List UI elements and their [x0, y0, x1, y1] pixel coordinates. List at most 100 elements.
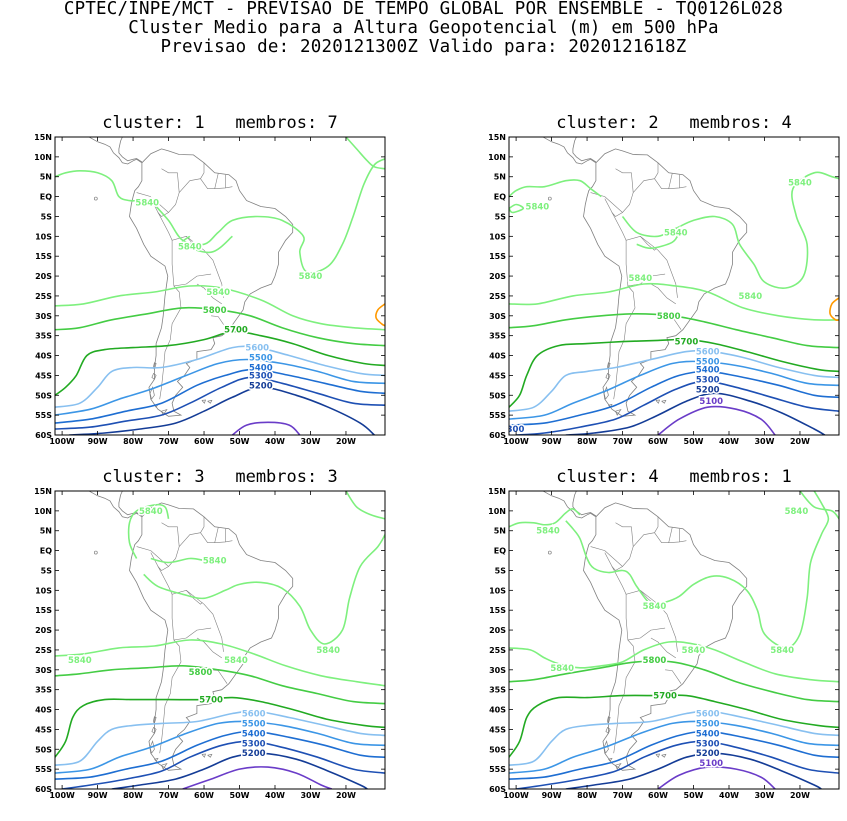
lon-label: 80W: [123, 437, 143, 446]
lat-label: 60S: [35, 785, 52, 794]
figure-header: CPTEC/INPE/MCT - PREVISAO DE TEMPO GLOBA…: [0, 0, 847, 57]
contour-line: [182, 766, 333, 789]
country-border: [200, 532, 233, 543]
country-border: [590, 546, 634, 567]
contour-line: [509, 694, 839, 758]
lat-label: 30S: [35, 312, 52, 321]
contour-label: 5300: [249, 371, 273, 381]
contour-label: 5700: [653, 692, 677, 702]
contour-label: 5840: [738, 292, 762, 302]
lon-label: 40W: [265, 437, 285, 446]
island-outline: [608, 403, 613, 408]
contour-label: 5840: [664, 228, 688, 238]
contour-line: [55, 730, 385, 780]
island-outline: [603, 740, 609, 754]
island-outline: [149, 386, 155, 400]
island-outline: [201, 753, 207, 758]
contour-line: [55, 368, 385, 424]
lon-label: 40W: [719, 791, 739, 800]
lat-label: 45S: [35, 371, 52, 380]
lon-label: 60W: [194, 791, 214, 800]
coastline-central-america: [542, 491, 597, 519]
map-area: 5840 5840 5840 5840 5800 5700 5600550054005300…: [55, 137, 385, 435]
contour-line: [509, 338, 839, 408]
contour-line: [515, 740, 839, 789]
contour-label: 5840: [682, 646, 706, 656]
lon-label: 100W: [49, 437, 75, 446]
lon-label: 30W: [300, 791, 320, 800]
country-border: [615, 168, 634, 193]
lat-label: 10S: [489, 232, 506, 241]
lat-label: 60S: [489, 785, 506, 794]
contour-line: [153, 158, 385, 274]
lat-label: 45S: [489, 371, 506, 380]
contour-label: 5500: [249, 354, 273, 364]
island-outline: [655, 399, 661, 404]
contour-line: [55, 306, 385, 347]
coastline-central-america: [88, 137, 143, 165]
country-border: [625, 594, 666, 641]
lat-label: 55S: [35, 765, 52, 774]
lat-label: 5N: [494, 173, 506, 182]
lat-label: 50S: [35, 391, 52, 400]
contour-label: 5600: [696, 348, 720, 358]
country-border: [650, 637, 676, 659]
country-border: [157, 212, 169, 217]
lon-label: 20W: [790, 791, 810, 800]
lat-label: 60S: [35, 431, 52, 440]
lat-label: 15N: [488, 133, 506, 142]
lat-label: 5S: [495, 212, 507, 221]
island-outline: [655, 753, 661, 758]
country-border: [604, 198, 678, 298]
contour-line: [565, 491, 830, 649]
lat-label: 15S: [35, 606, 52, 615]
country-border: [611, 566, 623, 571]
lat-label: 40S: [489, 706, 506, 715]
contour-line: [55, 664, 385, 705]
country-border: [214, 173, 219, 189]
country-border: [650, 283, 676, 305]
lat-label: EQ: [494, 193, 506, 202]
contour-line: [509, 312, 839, 349]
lat-label: 50S: [35, 745, 52, 754]
lon-label: 50W: [684, 437, 704, 446]
galapagos-islands: [547, 196, 552, 201]
lat-label: EQ: [494, 547, 506, 556]
lat-label: 30S: [489, 312, 506, 321]
lat-label: 20S: [489, 272, 506, 281]
lon-label: 30W: [300, 437, 320, 446]
contour-label: 5840: [139, 507, 163, 517]
country-border: [171, 594, 212, 641]
country-border: [159, 285, 182, 400]
lat-label: 10S: [35, 232, 52, 241]
contour-label: 5200: [696, 749, 720, 759]
contour-line: [829, 297, 839, 322]
contour-label: 5400: [249, 363, 273, 373]
contour-line: [55, 720, 385, 774]
island-outline: [207, 753, 213, 758]
contour-label: 5800: [203, 306, 227, 316]
lon-label: 70W: [159, 791, 179, 800]
country-border: [615, 522, 634, 547]
contour-line: [61, 740, 385, 789]
lat-label: 40S: [35, 352, 52, 361]
lat-label: 15N: [488, 487, 506, 496]
lat-label: 10N: [34, 507, 52, 516]
island-outline: [201, 399, 207, 404]
lat-label: 5S: [41, 212, 53, 221]
contour-line: [799, 491, 839, 520]
lat-label: 10N: [488, 153, 506, 162]
variable-title: Cluster Medio para a Altura Geopotencial…: [128, 18, 719, 38]
coastline-caribbean: [118, 137, 143, 163]
panel-title: cluster: 2 membros: 4: [556, 113, 792, 133]
contour-label: 5840: [526, 203, 550, 213]
contour-line: [509, 710, 839, 766]
contour-line: [345, 491, 385, 520]
coastline-caribbean: [572, 491, 597, 517]
lat-label: 20S: [35, 626, 52, 635]
contour-label: 5840: [643, 602, 667, 612]
island-outline: [605, 372, 611, 380]
contour-line: [657, 405, 776, 435]
contour-label: 5800: [657, 312, 681, 322]
lat-label: 10S: [35, 586, 52, 595]
